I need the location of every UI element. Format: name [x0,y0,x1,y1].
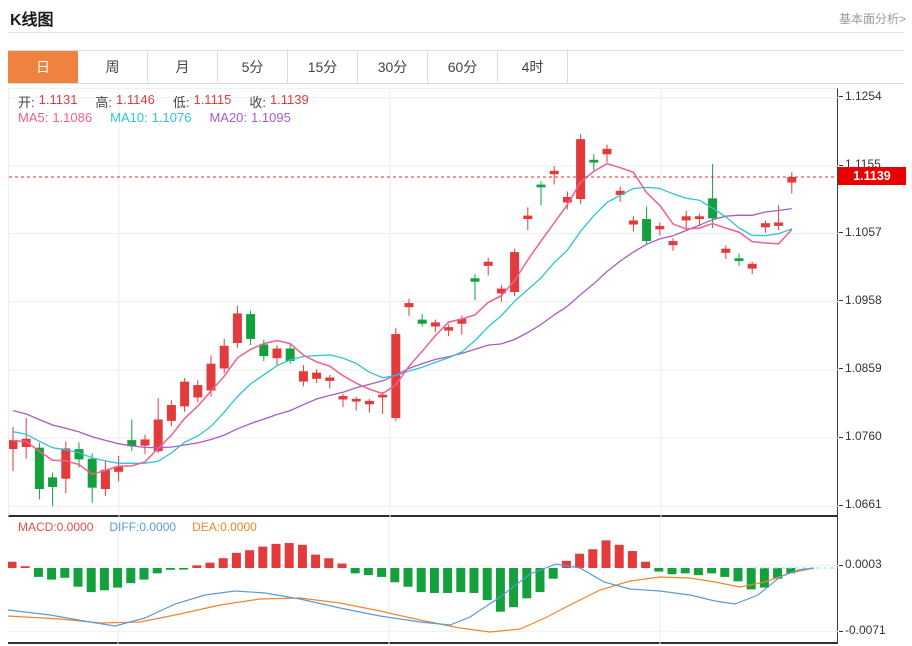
macd-chart-panel[interactable] [8,517,838,644]
tab-60min[interactable]: 60分 [428,51,498,83]
tab-month[interactable]: 月 [148,51,218,83]
price-chart[interactable] [9,89,839,518]
price-axis-label: 1.0859 [845,360,882,375]
tab-4hour[interactable]: 4时 [498,51,568,83]
ma-legend: MA5: 1.1086 MA10: 1.1076 MA20: 1.1095 [18,110,291,125]
legend-item: MA20: 1.1095 [209,110,291,125]
price-axis-label: 1.1057 [845,224,882,239]
title-separator [8,32,904,33]
price-axis-label: 1.1254 [845,88,882,103]
macd-legend: MACD:0.0000 DIFF:0.0000 DEA:0.0000 [18,520,257,534]
tab-week[interactable]: 周 [78,51,148,83]
fundamental-analysis-link[interactable]: 基本面分析> [838,12,906,26]
legend-item: 收: 1.1139 [249,92,309,110]
price-axis-label: 1.0661 [845,497,882,512]
macd-axis-tick [839,564,843,566]
price-axis-tick [839,300,843,302]
ohlc-legend: 开: 1.1131 高: 1.1146 低: 1.1115 收: 1.1139 [18,92,309,111]
price-axis-label: 1.0760 [845,429,882,444]
price-axis-tick [839,504,843,506]
price-axis-label: 1.0958 [845,292,882,307]
legend-item: MA5: 1.1086 [18,110,93,125]
period-tabbar: 日周月 5分 15分 30分 60分 4时 [8,50,904,84]
legend-item: DEA:0.0000 [192,520,257,534]
page-title: K线图 [10,12,54,29]
price-axis-tick [839,96,843,98]
legend-item: 低: 1.1115 [172,92,232,110]
price-axis-tick [839,436,843,438]
tab-day[interactable]: 日 [8,51,78,83]
macd-axis-tick [839,630,843,632]
price-axis-tick [839,368,843,370]
macd-chart[interactable] [8,517,838,644]
price-chart-panel[interactable] [8,88,839,518]
legend-item: MA10: 1.1076 [110,110,192,125]
price-axis-tick [839,232,843,233]
current-price-badge: 1.1139 [838,167,906,186]
price-axis-tick [839,164,843,166]
legend-item: 高: 1.1146 [95,92,155,110]
legend-item: MACD:0.0000 [18,520,94,534]
tab-15min[interactable]: 15分 [288,51,358,83]
tab-30min[interactable]: 30分 [358,51,428,83]
legend-item: DIFF:0.0000 [109,520,177,534]
macd-axis-label: 0.0003 [845,557,882,572]
macd-axis-label: -0.0071 [845,623,886,638]
legend-item: 开: 1.1131 [18,92,78,110]
tab-5min[interactable]: 5分 [218,51,288,83]
